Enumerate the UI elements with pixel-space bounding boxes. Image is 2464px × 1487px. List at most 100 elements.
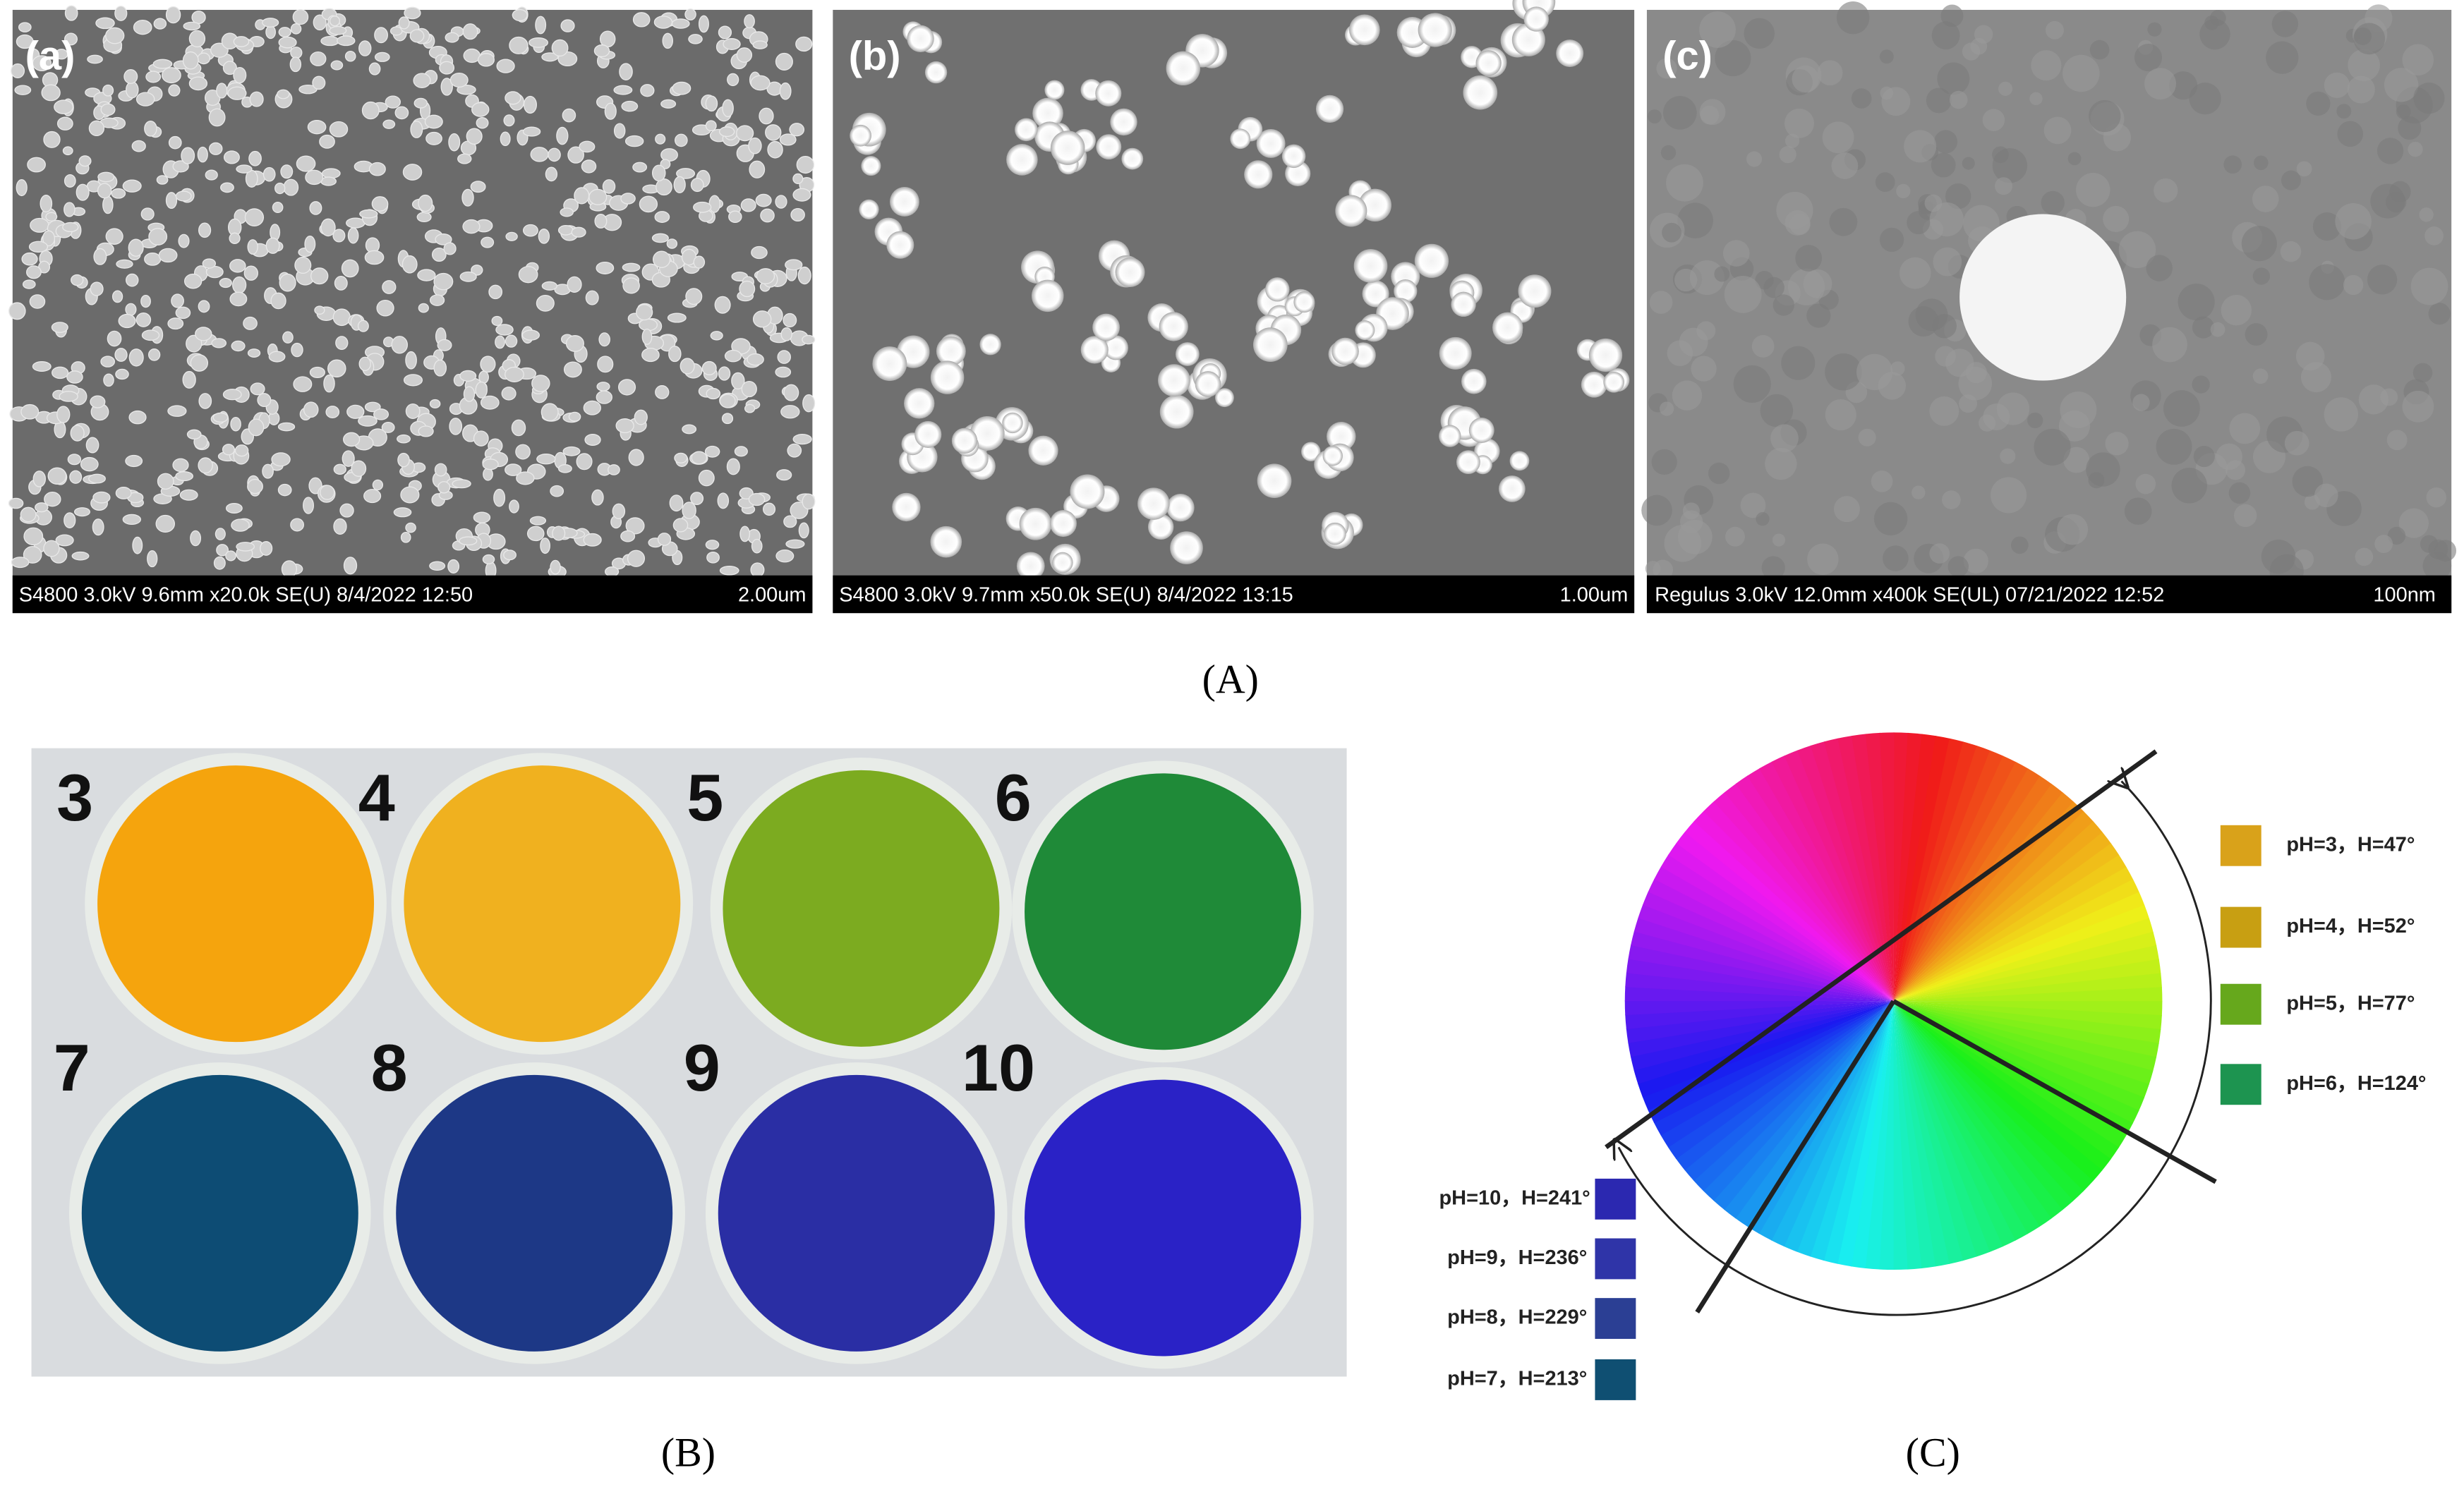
texture <box>2413 83 2445 114</box>
particle <box>23 545 42 564</box>
texture <box>1656 58 1677 79</box>
particle <box>672 518 689 533</box>
particle <box>41 84 61 102</box>
particle <box>209 142 223 155</box>
texture <box>2354 27 2372 45</box>
texture <box>2169 71 2198 100</box>
particle <box>158 248 178 263</box>
particle <box>114 348 128 362</box>
particle <box>1176 342 1200 366</box>
particle <box>135 92 155 107</box>
particle <box>751 538 763 554</box>
texture <box>2228 482 2251 504</box>
particle <box>1327 422 1356 451</box>
particle <box>289 56 302 73</box>
particle <box>43 540 60 557</box>
texture <box>2135 473 2156 494</box>
particle <box>305 169 324 186</box>
particle <box>790 207 805 222</box>
particle <box>620 193 636 205</box>
info-bar <box>12 575 813 614</box>
texture <box>1660 401 1674 416</box>
particle <box>550 559 561 575</box>
texture <box>2041 190 2065 215</box>
particle <box>132 536 143 554</box>
particle <box>698 469 715 487</box>
particle <box>191 11 206 25</box>
texture <box>1715 40 1751 77</box>
particle <box>1215 388 1234 408</box>
particle <box>433 359 447 377</box>
particle <box>222 444 235 456</box>
particle <box>567 276 582 293</box>
particle <box>1463 75 1498 110</box>
particle <box>459 271 477 282</box>
particle <box>1166 493 1195 522</box>
texture <box>1880 86 1894 100</box>
texture <box>1962 157 1975 170</box>
texture <box>2233 504 2257 528</box>
particle <box>157 473 174 490</box>
particle <box>244 208 265 227</box>
particle <box>35 502 49 513</box>
particle <box>797 266 811 285</box>
particle <box>397 434 411 444</box>
texture <box>1755 271 1774 290</box>
particle <box>1355 320 1375 341</box>
particle <box>652 250 671 268</box>
particle <box>100 103 116 116</box>
particle <box>522 224 538 237</box>
particle <box>431 247 447 262</box>
texture <box>2063 54 2100 92</box>
texture <box>1781 346 1816 380</box>
well <box>68 1062 371 1364</box>
panel-caption: (A) <box>1202 657 1259 703</box>
texture <box>1883 545 1909 571</box>
particle <box>482 459 499 471</box>
particle <box>1015 118 1038 142</box>
particle <box>198 300 210 313</box>
particle <box>850 124 871 147</box>
particle <box>168 135 182 150</box>
particle <box>135 312 152 327</box>
particle <box>71 551 90 561</box>
particle <box>292 8 309 25</box>
particle <box>562 108 576 123</box>
particle <box>413 73 431 88</box>
texture <box>2152 327 2187 363</box>
particle <box>145 71 162 83</box>
particle <box>741 380 757 398</box>
particle <box>1335 195 1367 227</box>
texture <box>1829 207 1858 236</box>
particle <box>116 259 133 269</box>
particle <box>437 339 452 351</box>
particle <box>97 183 112 199</box>
particle <box>216 544 229 557</box>
particle <box>171 293 184 308</box>
well-number: 10 <box>962 1031 1035 1105</box>
particle <box>536 295 555 312</box>
texture <box>1641 494 1672 526</box>
particle <box>437 481 451 494</box>
particle <box>167 405 187 417</box>
texture <box>1904 130 1937 163</box>
particle <box>247 348 261 358</box>
texture <box>2253 155 2269 171</box>
particle <box>59 391 78 402</box>
particle <box>52 366 69 380</box>
particle <box>195 327 212 341</box>
texture <box>2060 392 2097 428</box>
particle <box>705 95 718 112</box>
particle <box>100 356 115 368</box>
particle <box>364 250 385 265</box>
particle <box>147 550 158 568</box>
particle <box>459 370 477 382</box>
particle <box>1080 336 1109 364</box>
texture <box>2223 155 2242 174</box>
particle <box>1159 394 1194 429</box>
texture <box>1896 183 1911 199</box>
particle <box>341 259 359 278</box>
particle <box>775 366 792 378</box>
particle <box>545 166 558 182</box>
texture <box>2192 316 2215 339</box>
